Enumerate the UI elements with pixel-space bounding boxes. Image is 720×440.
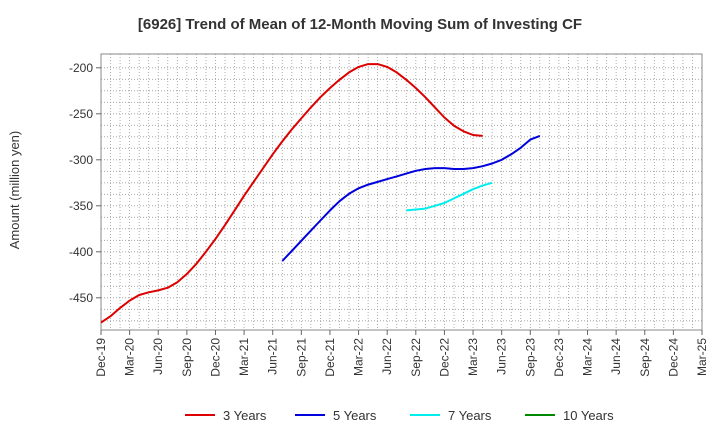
plot-area-border [100, 53, 703, 331]
legend-label: 3 Years [223, 408, 267, 423]
x-tick-label: Dec-20 [208, 338, 222, 377]
chart-title: [6926] Trend of Mean of 12-Month Moving … [138, 16, 582, 33]
x-tick-label: Mar-21 [237, 338, 251, 376]
x-tick-label: Dec-22 [437, 338, 451, 377]
x-tick-label: Jun-22 [380, 338, 394, 375]
x-tick-label: Sep-24 [638, 338, 652, 377]
x-tick-label: Mar-20 [123, 338, 137, 376]
x-tick-label: Mar-24 [581, 338, 595, 376]
x-tick-label: Mar-25 [695, 338, 709, 376]
y-tick-label: -300 [69, 153, 93, 167]
series-line-5-years [281, 134, 541, 262]
x-tick-label: Dec-23 [552, 338, 566, 377]
x-tick-label: Jun-24 [609, 338, 623, 375]
y-tick-label: -350 [69, 199, 93, 213]
legend: 3 Years 5 Years 7 Years 10 Years [185, 408, 614, 423]
x-tick-label: Dec-21 [323, 338, 337, 377]
x-tick-label: Jun-21 [266, 338, 280, 375]
x-tick-label: Sep-23 [523, 338, 537, 377]
x-tick-label: Dec-24 [666, 338, 680, 377]
y-tick-label: -200 [69, 61, 93, 75]
legend-label: 7 Years [448, 408, 492, 423]
y-axis-ticks: -200 -250 -300 -350 -400 -450 [69, 61, 101, 305]
series-line-3-years [100, 63, 483, 324]
x-tick-label: Mar-22 [352, 338, 366, 376]
x-tick-label: Jun-23 [495, 338, 509, 375]
y-axis-label: Amount (million yen) [7, 131, 22, 250]
x-tick-label: Jun-20 [151, 338, 165, 375]
x-axis-ticks: Dec-19 Mar-20 Jun-20 Sep-20 Dec-20 Mar-21 Jun-… [94, 330, 709, 377]
x-tick-label: Sep-22 [409, 338, 423, 377]
x-tick-label: Dec-19 [94, 338, 108, 377]
y-tick-label: -450 [69, 291, 93, 305]
legend-label: 10 Years [563, 408, 614, 423]
y-tick-label: -400 [69, 245, 93, 259]
x-tick-label: Sep-20 [180, 338, 194, 377]
y-tick-label: -250 [69, 107, 93, 121]
series-lines [100, 63, 541, 324]
legend-label: 5 Years [333, 408, 377, 423]
series-line-7-years [406, 181, 493, 212]
grid-lines [100, 54, 703, 330]
x-tick-label: Mar-23 [466, 338, 480, 376]
x-tick-label: Sep-21 [294, 338, 308, 377]
